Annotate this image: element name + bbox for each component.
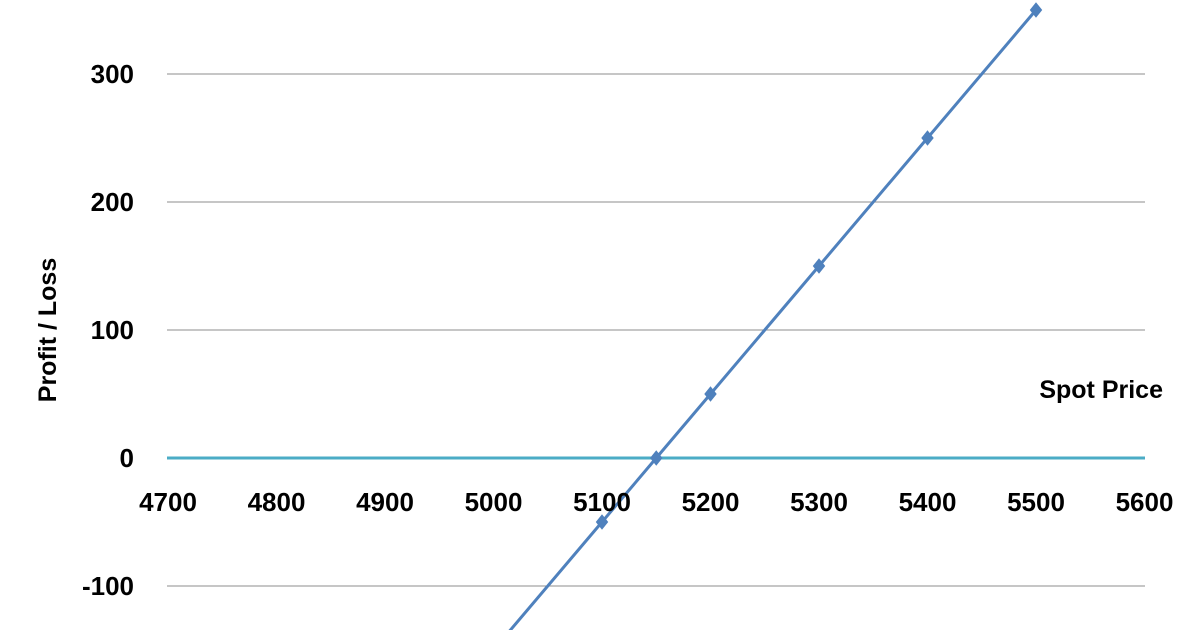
- x-tick-label: 5000: [465, 487, 523, 517]
- x-axis-title: Spot Price: [1039, 376, 1163, 404]
- y-tick-label: 100: [91, 315, 134, 345]
- y-tick-labels: -100 0 100 200 300: [82, 59, 134, 601]
- gridlines: [167, 73, 1145, 587]
- y-axis-title: Profit / Loss: [34, 258, 62, 402]
- x-tick-label: 5200: [682, 487, 740, 517]
- data-point-marker: [921, 130, 934, 146]
- x-tick-label: 4700: [139, 487, 197, 517]
- data-point-marker: [704, 386, 717, 402]
- series-line: [508, 9, 1038, 630]
- x-tick-labels: 4700 4800 4900 5000 5100 5200 5300 5400 5500 5600: [139, 487, 1173, 517]
- data-point-marker: [1029, 2, 1043, 18]
- x-tick-label: 5100: [573, 487, 631, 517]
- y-tick-label: -100: [82, 571, 134, 601]
- y-tick-label: 200: [91, 187, 134, 217]
- y-tick-label: 300: [91, 59, 134, 89]
- data-point-marker: [650, 450, 663, 466]
- y-tick-label: 0: [120, 443, 134, 473]
- x-tick-label: 5400: [899, 487, 957, 517]
- x-tick-label: 4900: [356, 487, 414, 517]
- x-tick-label: 4800: [248, 487, 306, 517]
- data-point-marker: [595, 514, 609, 530]
- x-tick-label: 5600: [1116, 487, 1174, 517]
- series-layer: [508, 2, 1043, 630]
- data-point-marker: [812, 258, 826, 274]
- x-tick-label: 5500: [1007, 487, 1065, 517]
- x-tick-label: 5300: [790, 487, 848, 517]
